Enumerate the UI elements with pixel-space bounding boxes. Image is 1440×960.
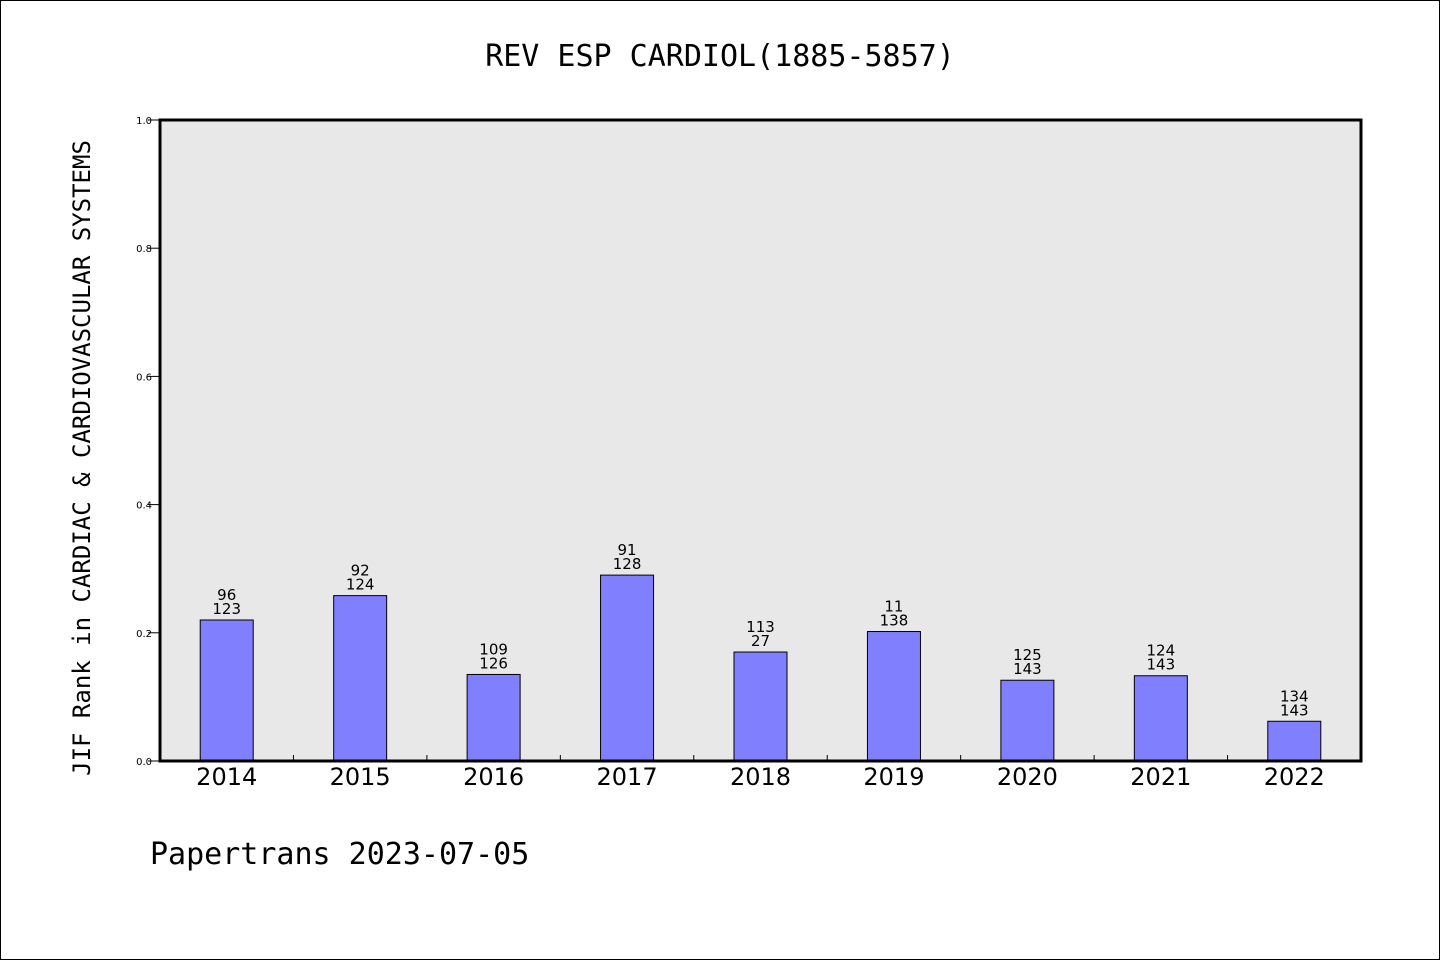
- x-axis-ticks: 2014 2015 2016 2017 2018 2019 2020 2021 2022: [196, 755, 1325, 791]
- bar: [466, 673, 521, 762]
- bar-label-bottom: 27: [751, 632, 770, 650]
- x-tick-label: 2019: [863, 763, 924, 791]
- bar-label-top: 125: [1013, 646, 1042, 664]
- bar-label-bottom: 143: [1147, 656, 1176, 674]
- bar: [733, 651, 788, 762]
- bar-label-bottom: 143: [1280, 701, 1309, 719]
- bar-label-bottom: 124: [346, 576, 375, 594]
- x-tick-label: 2022: [1264, 763, 1325, 791]
- bar-label-bottom: 128: [613, 555, 642, 573]
- bar: [1267, 720, 1322, 762]
- bar-label-top: 113: [746, 618, 775, 636]
- x-tick-label: 2018: [730, 763, 791, 791]
- x-tick-label: 2014: [196, 763, 257, 791]
- bar: [199, 619, 254, 762]
- y-tick-label: 0.6: [136, 372, 152, 383]
- bar-label-top: 96: [217, 586, 236, 604]
- x-tick-label: 2020: [997, 763, 1058, 791]
- x-tick-label: 2021: [1130, 763, 1191, 791]
- bar-label-bottom: 143: [1013, 660, 1042, 678]
- bar-label-top: 109: [479, 640, 508, 658]
- x-tick-label: 2016: [463, 763, 524, 791]
- y-tick-label: 0.8: [136, 244, 152, 255]
- y-tick-label: 0.4: [136, 501, 152, 512]
- bar-label-top: 124: [1147, 642, 1176, 660]
- bar: [866, 631, 921, 762]
- bar: [600, 574, 655, 762]
- y-tick-label: 1.0: [136, 116, 152, 127]
- chart-title: REV ESP CARDIOL(1885-5857): [485, 39, 955, 74]
- bar-label-top: 11: [884, 598, 903, 616]
- footer-credit: Papertrans 2023-07-05: [150, 837, 529, 872]
- bar-label-top: 91: [618, 541, 637, 559]
- bar-label-bottom: 123: [212, 600, 241, 618]
- bar: [1133, 675, 1188, 762]
- y-tick-label: 0.0: [136, 757, 152, 768]
- y-axis-label: JIF Rank in CARDIAC & CARDIOVASCULAR SYS…: [68, 140, 96, 776]
- bar-label-bottom: 138: [880, 612, 909, 630]
- bar: [333, 595, 388, 762]
- bars: 9612392124109126911281132711138125143124…: [199, 541, 1322, 762]
- bar-label-top: 134: [1280, 687, 1309, 705]
- plot-border: [158, 118, 1363, 763]
- bar: [1000, 679, 1055, 762]
- y-axis-ticks: 0.0 0.2 0.4 0.6 0.8 1.0: [136, 116, 160, 768]
- bar-label-top: 92: [351, 562, 370, 580]
- y-tick-label: 0.2: [136, 629, 152, 640]
- x-tick-label: 2017: [597, 763, 658, 791]
- x-tick-label: 2015: [330, 763, 391, 791]
- bar-label-bottom: 126: [479, 654, 508, 672]
